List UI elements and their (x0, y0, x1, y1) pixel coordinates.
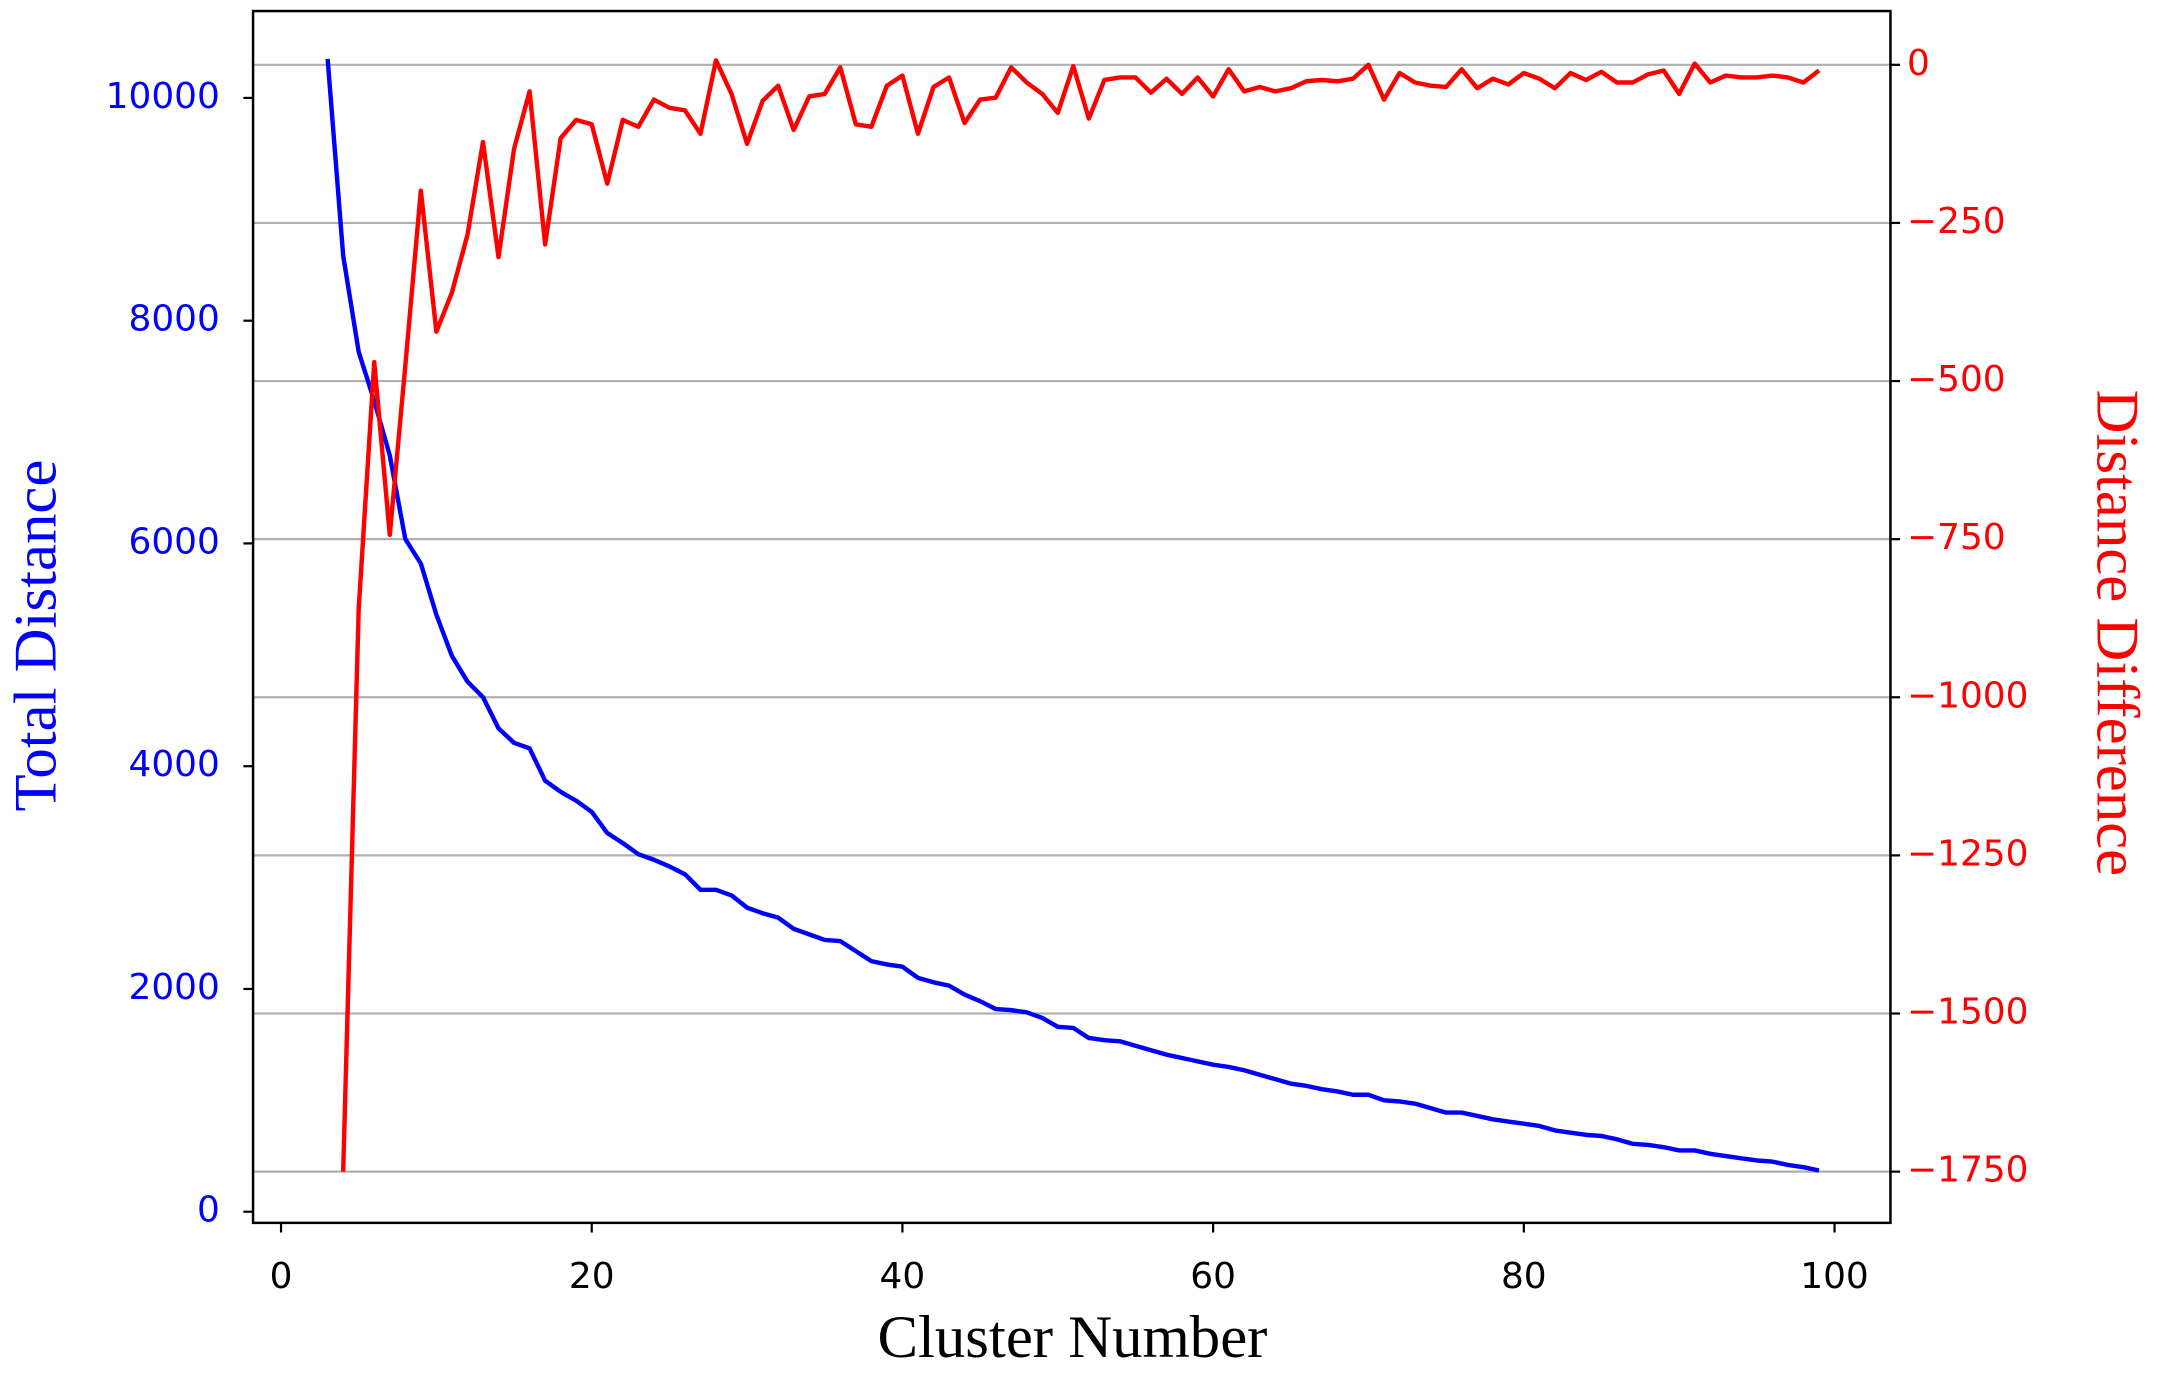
plot-frame (251, 9, 1892, 1225)
y-tick-label: 6000 (129, 521, 220, 562)
x-tick-label: 60 (1190, 1256, 1236, 1297)
y-tick-label: 0 (197, 1190, 220, 1231)
y-tick-label: 8000 (129, 299, 220, 340)
y2-tick-label: −1750 (1907, 1150, 2028, 1191)
x-tick-label: 100 (1800, 1256, 1869, 1297)
y-axis-title: Total Distance (3, 460, 70, 812)
x-tick-label: 80 (1501, 1256, 1547, 1297)
y2-tick-label: −1500 (1907, 992, 2028, 1033)
y2-tick-label: −1250 (1907, 833, 2028, 874)
y2-tick-label: −250 (1907, 201, 2006, 242)
y-tick-label: 4000 (129, 744, 220, 785)
x-axis-title: Cluster Number (877, 1304, 1267, 1371)
x-tick-label: 40 (880, 1256, 926, 1297)
y-tick-label: 10000 (106, 76, 220, 117)
y-tick-label: 2000 (129, 967, 220, 1008)
x-tick-label: 0 (270, 1256, 293, 1297)
x-tick-label: 20 (569, 1256, 615, 1297)
data-line (340, 58, 1821, 1172)
y2-tick-label: −500 (1907, 359, 2006, 400)
data-line (325, 58, 1820, 1173)
y2-tick-label: −1000 (1907, 675, 2028, 716)
y2-tick-label: 0 (1907, 43, 1930, 84)
y2-tick-label: −750 (1907, 517, 2006, 558)
y2-axis-title: Distance Difference (2084, 390, 2151, 877)
